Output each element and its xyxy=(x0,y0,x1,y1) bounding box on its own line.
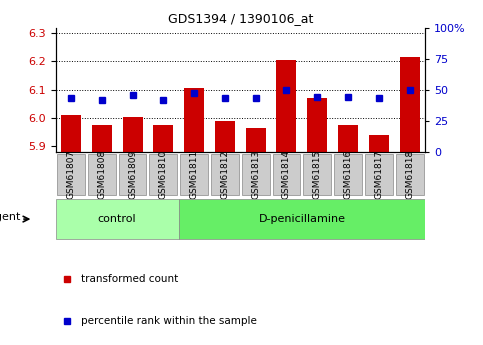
Bar xyxy=(246,128,266,152)
Text: GSM61810: GSM61810 xyxy=(159,150,168,199)
Text: percentile rank within the sample: percentile rank within the sample xyxy=(82,316,257,326)
FancyBboxPatch shape xyxy=(119,154,146,195)
Bar xyxy=(215,121,235,152)
FancyBboxPatch shape xyxy=(242,154,270,195)
Bar xyxy=(276,60,297,152)
Text: GSM61811: GSM61811 xyxy=(190,150,199,199)
FancyBboxPatch shape xyxy=(303,154,331,195)
Text: transformed count: transformed count xyxy=(82,274,179,284)
Bar xyxy=(184,88,204,152)
FancyBboxPatch shape xyxy=(334,154,362,195)
Bar xyxy=(338,125,358,152)
Text: GSM61814: GSM61814 xyxy=(282,150,291,199)
FancyBboxPatch shape xyxy=(57,154,85,195)
Bar xyxy=(153,125,173,152)
Text: control: control xyxy=(98,214,136,224)
FancyBboxPatch shape xyxy=(179,199,425,239)
Text: agent: agent xyxy=(0,212,21,222)
Bar xyxy=(369,135,389,152)
Text: GSM61817: GSM61817 xyxy=(374,150,384,199)
Bar xyxy=(307,98,327,152)
Text: GSM61818: GSM61818 xyxy=(405,150,414,199)
Title: GDS1394 / 1390106_at: GDS1394 / 1390106_at xyxy=(168,12,313,25)
Text: D-penicillamine: D-penicillamine xyxy=(258,214,345,224)
FancyBboxPatch shape xyxy=(149,154,177,195)
FancyBboxPatch shape xyxy=(211,154,239,195)
Bar xyxy=(92,125,112,152)
Text: GSM61809: GSM61809 xyxy=(128,150,137,199)
Text: GSM61807: GSM61807 xyxy=(67,150,75,199)
Text: GSM61813: GSM61813 xyxy=(251,150,260,199)
FancyBboxPatch shape xyxy=(88,154,115,195)
Text: GSM61808: GSM61808 xyxy=(97,150,106,199)
Text: GSM61816: GSM61816 xyxy=(343,150,353,199)
Text: GSM61812: GSM61812 xyxy=(220,150,229,199)
Bar xyxy=(61,115,81,152)
Bar xyxy=(399,57,420,152)
FancyBboxPatch shape xyxy=(365,154,393,195)
FancyBboxPatch shape xyxy=(180,154,208,195)
Bar xyxy=(123,117,142,152)
Text: GSM61815: GSM61815 xyxy=(313,150,322,199)
FancyBboxPatch shape xyxy=(396,154,424,195)
FancyBboxPatch shape xyxy=(272,154,300,195)
FancyBboxPatch shape xyxy=(56,199,179,239)
